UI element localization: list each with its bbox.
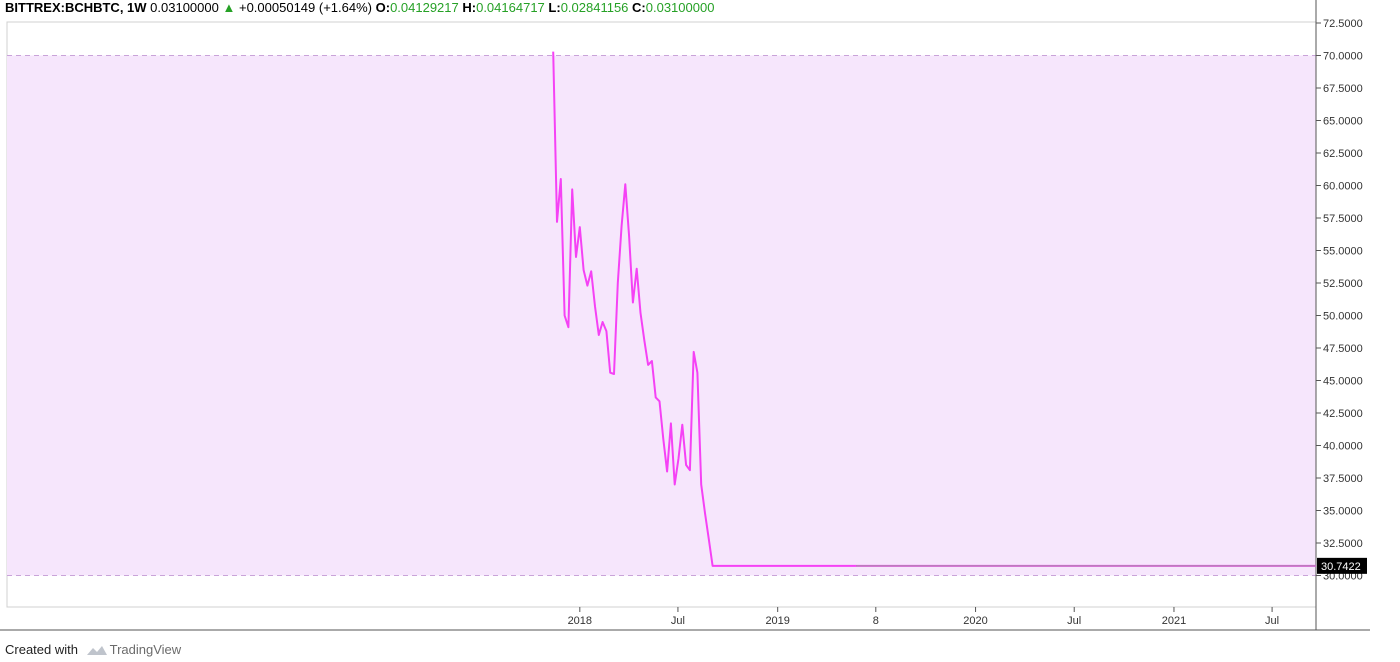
y-tick-label: 40.0000 bbox=[1323, 441, 1363, 453]
x-tick-label: 2018 bbox=[568, 615, 592, 627]
y-tick-label: 57.5000 bbox=[1323, 213, 1363, 225]
close-value: 0.03100000 bbox=[645, 0, 715, 15]
rsi-band bbox=[7, 55, 1316, 576]
x-tick-label: Jul bbox=[1067, 615, 1081, 627]
last-value-label: 30.7422 bbox=[1317, 557, 1367, 574]
price-change: +0.00050149 (+1.64%) bbox=[238, 0, 372, 15]
y-tick-label: 35.0000 bbox=[1323, 506, 1363, 518]
high-label: H: bbox=[462, 0, 477, 15]
price-chart[interactable]: 2018 Jul 2019 8 2020 Jul 2021 Jul 30.000032.500… bbox=[0, 0, 1400, 640]
x-tick-label: 2021 bbox=[1162, 615, 1186, 627]
series-line bbox=[552, 51, 1316, 567]
open-value: 0.04129217 bbox=[390, 0, 459, 15]
low-value: 0.02841156 bbox=[560, 0, 629, 15]
y-tick-label: 50.0000 bbox=[1323, 311, 1363, 323]
close-label: C: bbox=[632, 0, 646, 15]
y-tick-label: 45.0000 bbox=[1323, 376, 1363, 388]
y-tick-label: 70.0000 bbox=[1323, 51, 1363, 63]
x-tick-label: 2019 bbox=[765, 615, 789, 627]
y-tick-label: 32.5000 bbox=[1323, 538, 1363, 550]
y-tick-label: 67.5000 bbox=[1323, 83, 1363, 95]
y-tick-label: 60.0000 bbox=[1323, 181, 1363, 193]
tradingview-brand[interactable]: TradingView bbox=[109, 642, 182, 657]
y-tick-label: 52.5000 bbox=[1323, 278, 1363, 290]
up-arrow-icon: ▲ bbox=[222, 0, 236, 15]
open-label: O: bbox=[375, 0, 391, 15]
last-value-label-text: 30.7422 bbox=[1321, 561, 1361, 573]
x-tick-label: 2020 bbox=[963, 615, 987, 627]
y-tick-label: 65.0000 bbox=[1323, 116, 1363, 128]
y-tick-label: 42.5000 bbox=[1323, 408, 1363, 420]
x-axis: 2018 Jul 2019 8 2020 Jul 2021 Jul bbox=[0, 607, 1370, 631]
symbol-header: BITTREX:BCHBTC, 1W 0.03100000 ▲ +0.00050… bbox=[5, 0, 714, 16]
high-value: 0.04164717 bbox=[476, 0, 545, 15]
x-tick-label: Jul bbox=[671, 615, 685, 627]
x-tick-label: Jul bbox=[1265, 615, 1279, 627]
y-axis[interactable]: 30.000032.500035.000037.500040.000042.50… bbox=[1315, 0, 1363, 630]
y-tick-label: 37.5000 bbox=[1323, 473, 1363, 485]
low-label: L: bbox=[548, 0, 561, 15]
y-tick-label: 47.5000 bbox=[1323, 343, 1363, 355]
created-with-text: Created with bbox=[5, 642, 78, 657]
y-tick-label: 72.5000 bbox=[1323, 18, 1363, 30]
y-tick-label: 62.5000 bbox=[1323, 148, 1363, 160]
last-value-label-bg bbox=[1317, 557, 1367, 574]
symbol-label[interactable]: BITTREX:BCHBTC, 1W bbox=[5, 0, 147, 15]
last-price: 0.03100000 bbox=[150, 0, 219, 15]
x-tick-label: 8 bbox=[873, 615, 879, 627]
footer: Created with TradingView bbox=[5, 642, 181, 658]
tradingview-logo-icon bbox=[86, 645, 107, 655]
y-tick-label: 55.0000 bbox=[1323, 246, 1363, 258]
